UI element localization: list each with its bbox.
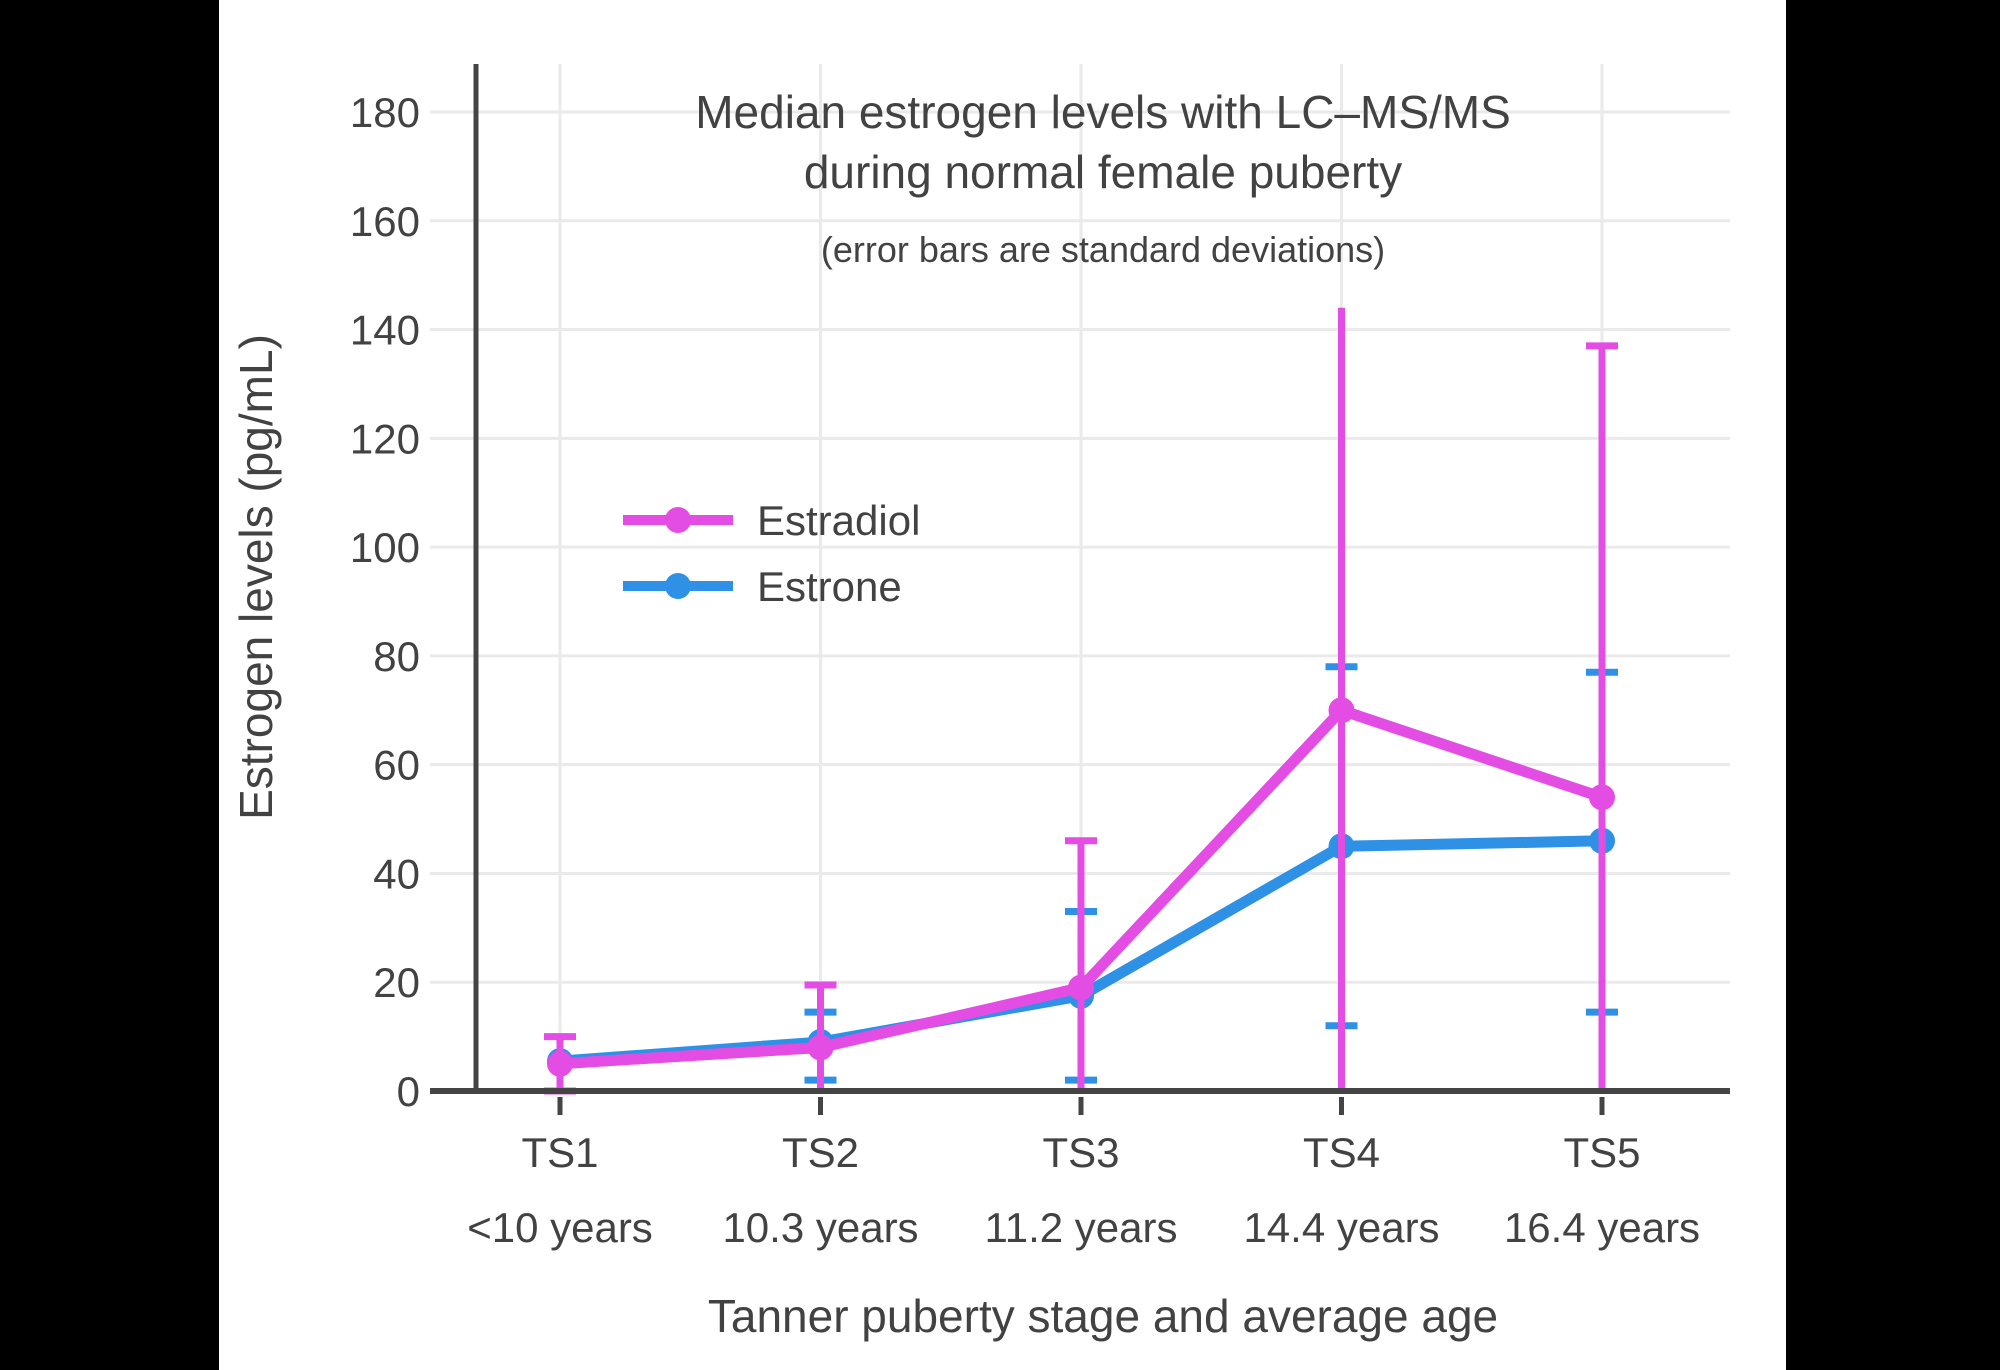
axis-layer: [430, 64, 1730, 1115]
data-point-estradiol-TS4: [1328, 697, 1355, 724]
legend-label-estradiol: Estradiol: [757, 497, 920, 544]
series-layer: [544, 307, 1618, 1095]
x-tick-label-stage-TS3: TS3: [1042, 1129, 1119, 1176]
legend-item-estrone: Estrone: [623, 563, 902, 610]
data-point-estradiol-TS1: [547, 1050, 573, 1077]
y-tick-label-60: 60: [373, 742, 420, 789]
chart-title-line1: Median estrogen levels with LC–MS/MS: [695, 86, 1511, 138]
x-tick-label-stage-TS5: TS5: [1563, 1129, 1640, 1176]
x-axis-title: Tanner puberty stage and average age: [708, 1290, 1498, 1342]
x-tick-label-stage-TS4: TS4: [1303, 1129, 1380, 1176]
series-estradiol: [544, 307, 1618, 1095]
chart-subtitle: (error bars are standard deviations): [821, 229, 1385, 270]
data-point-estradiol-TS5: [1589, 784, 1615, 811]
y-tick-label-20: 20: [373, 959, 420, 1006]
x-tick-label-age-TS3: 11.2 years: [985, 1204, 1178, 1251]
data-point-estradiol-TS3: [1068, 974, 1094, 1001]
plot-paper: [219, 0, 1786, 1370]
y-tick-label-140: 140: [350, 307, 420, 354]
x-tick-label-age-TS4: 14.4 years: [1243, 1204, 1439, 1251]
legend-marker-estrone-icon: [665, 573, 691, 599]
y-tick-label-160: 160: [350, 198, 420, 245]
y-tick-label-120: 120: [350, 415, 420, 462]
x-tick-label-age-TS5: 16.4 years: [1504, 1204, 1700, 1251]
y-tick-label-0: 0: [397, 1068, 420, 1115]
x-tick-label-stage-TS2: TS2: [782, 1129, 859, 1176]
caption-layer: Median estrogen levels with LC–MS/MS dur…: [230, 86, 1511, 1342]
x-tick-label-age-TS1: <10 years: [467, 1204, 653, 1251]
x-tick-label-age-TS2: 10.3 years: [722, 1204, 918, 1251]
legend-marker-estradiol-icon: [665, 507, 691, 533]
legend-label-estrone: Estrone: [757, 563, 902, 610]
y-axis-title: Estrogen levels (pg/mL): [230, 334, 282, 820]
y-tick-label-80: 80: [373, 633, 420, 680]
tick-label-layer: 0 20 40 60 80 100 120 140 160 180 TS1 <10 years TS2 1…: [350, 89, 1700, 1251]
y-tick-label-40: 40: [373, 850, 420, 897]
x-tick-label-stage-TS1: TS1: [521, 1129, 598, 1176]
y-tick-label-180: 180: [350, 89, 420, 136]
chart-title-line2: during normal female puberty: [804, 146, 1402, 198]
legend: Estradiol Estrone: [623, 497, 920, 610]
legend-item-estradiol: Estradiol: [623, 497, 920, 544]
data-point-estradiol-TS2: [807, 1034, 834, 1061]
y-tick-label-100: 100: [350, 524, 420, 571]
